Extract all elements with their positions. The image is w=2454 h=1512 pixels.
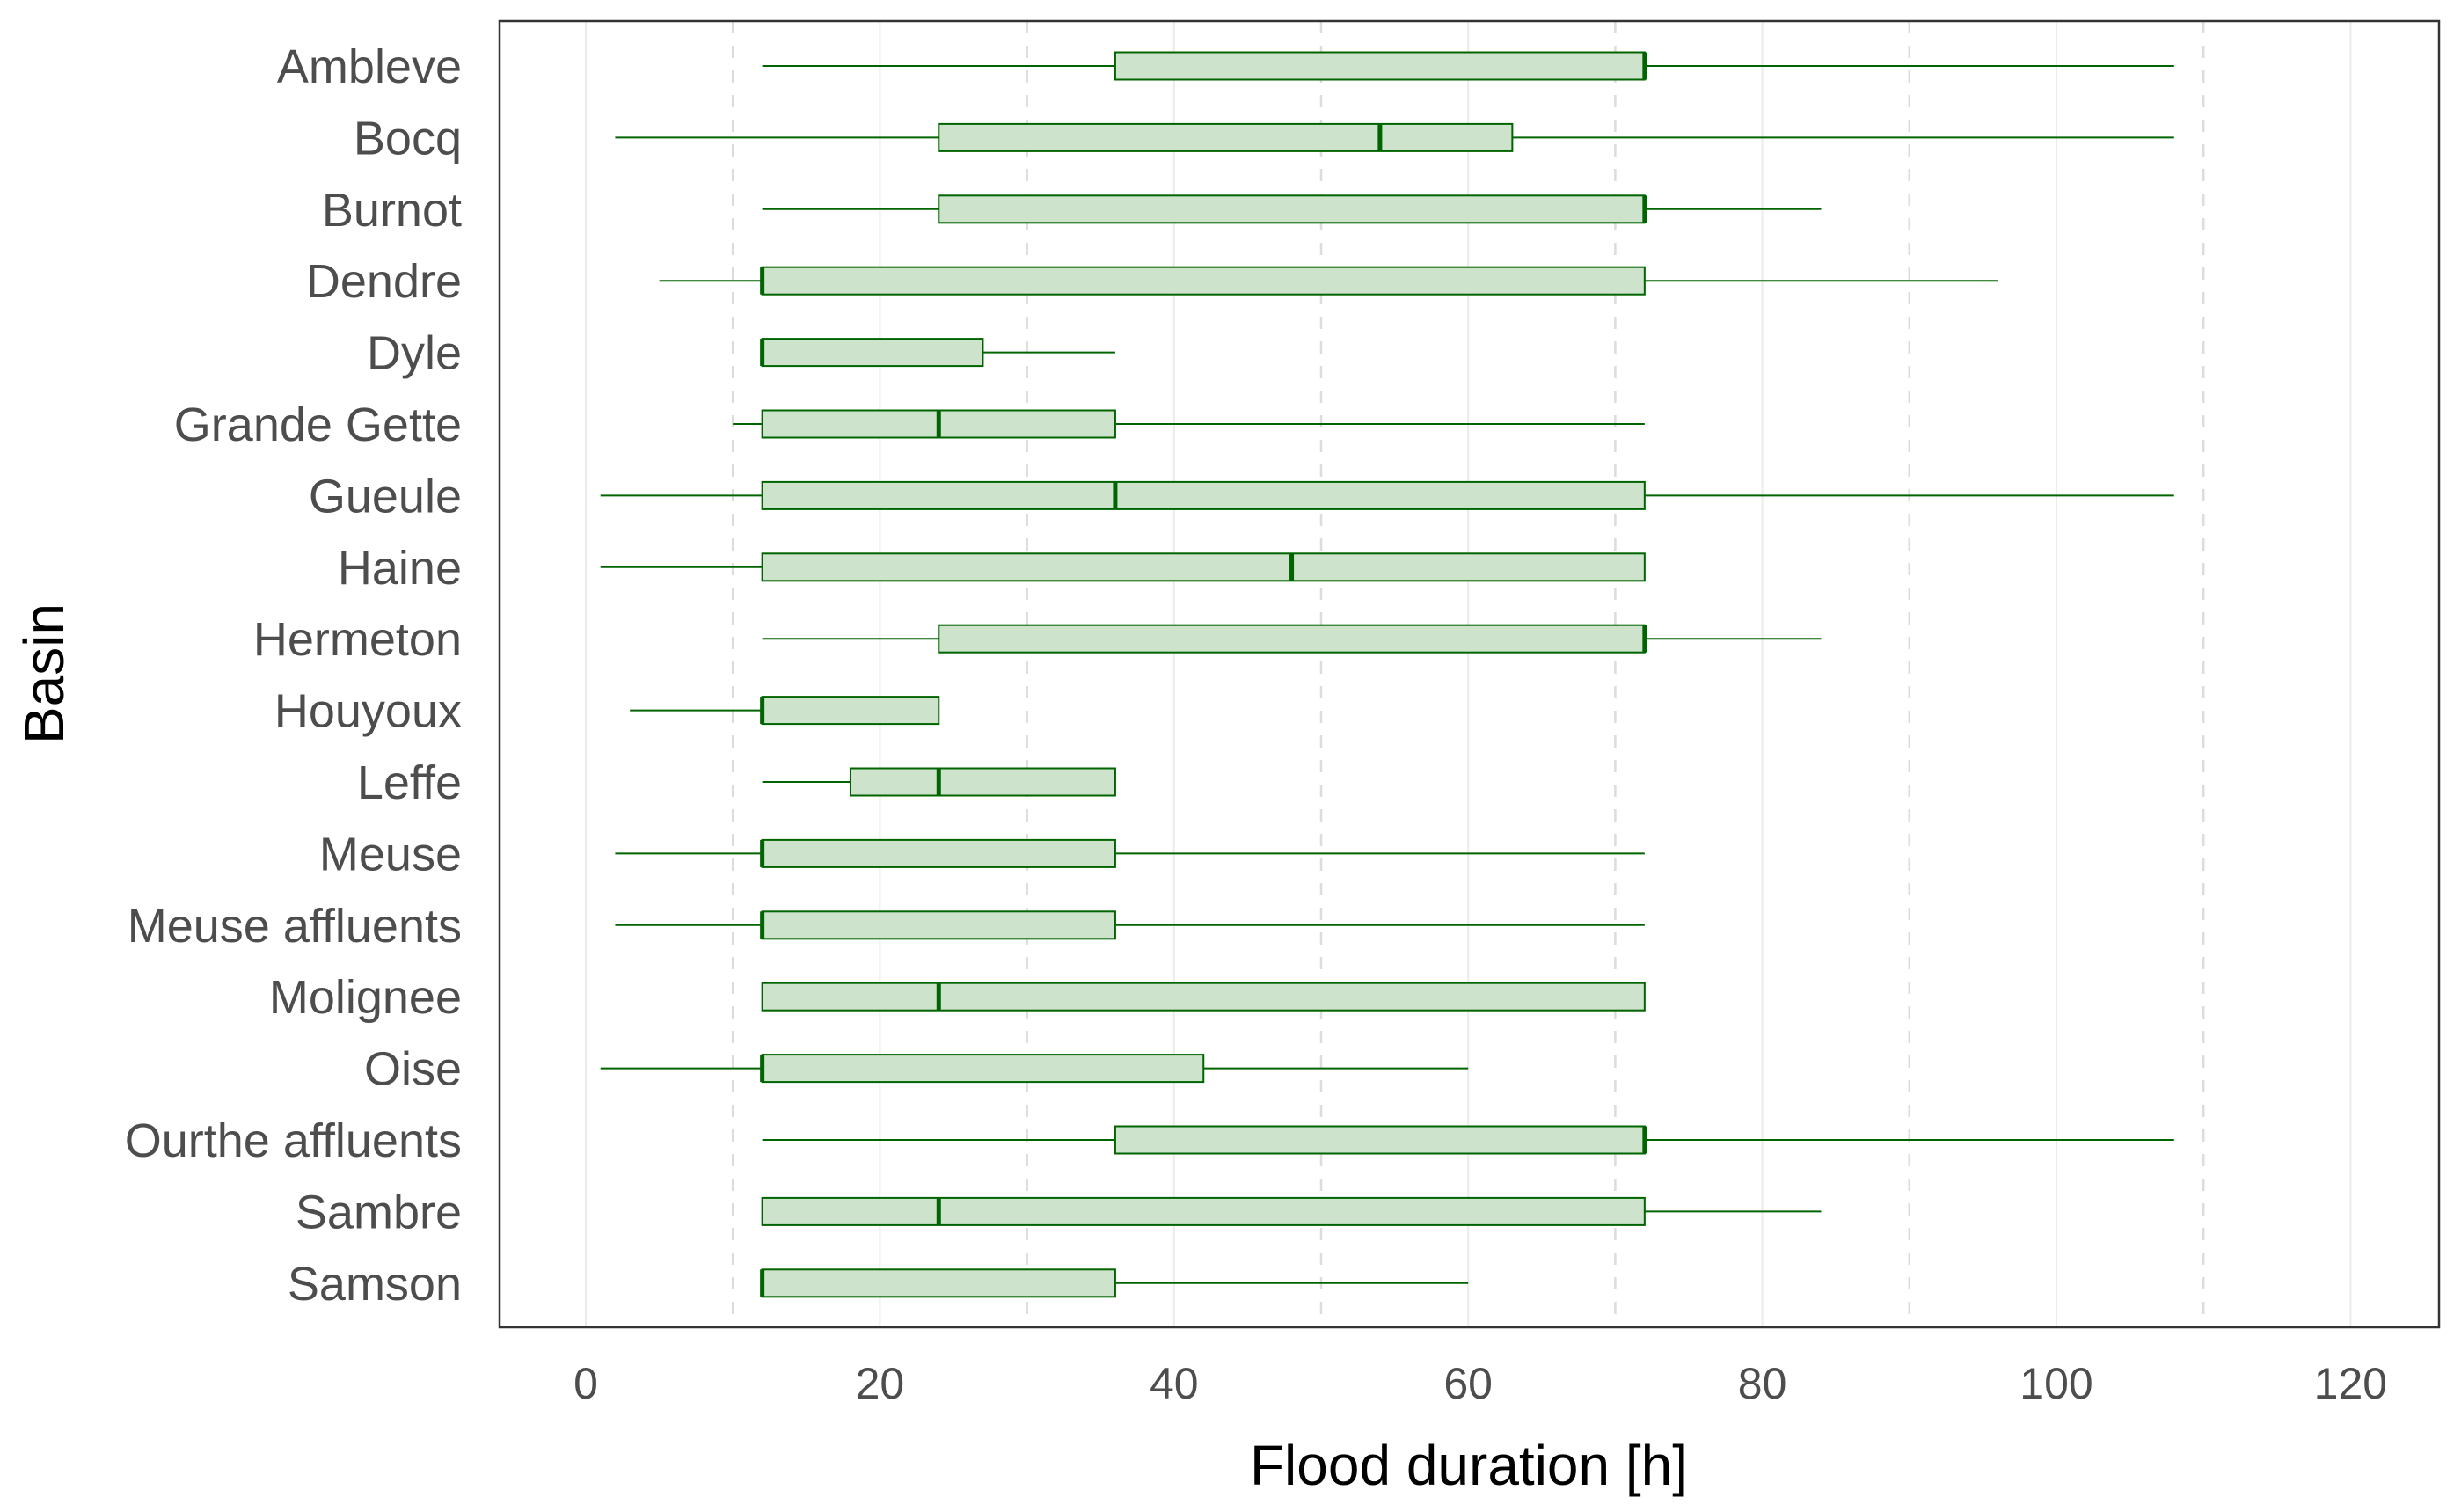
iqr-box (761, 552, 1646, 582)
x-tick-label: 20 (856, 1359, 905, 1408)
box-dendre (659, 266, 1998, 296)
y-tick-label: Samson (288, 1258, 462, 1311)
iqr-box (761, 338, 984, 368)
box-grande-gette (733, 409, 1645, 439)
y-tick-label: Hermeton (253, 613, 462, 666)
iqr-box (1114, 51, 1646, 81)
box-sambre (761, 1196, 1822, 1226)
y-tick-label: Sambre (296, 1186, 462, 1238)
x-tick-label: 60 (1443, 1359, 1493, 1408)
plot-panel-border (498, 19, 2441, 1329)
iqr-box (1114, 1125, 1646, 1155)
y-tick-label: Ourthe affluents (125, 1114, 462, 1167)
box-oise (600, 1054, 1469, 1084)
iqr-box (761, 982, 1646, 1012)
box-haine (600, 552, 1646, 582)
y-tick-label: Burnot (322, 184, 462, 237)
iqr-box (938, 122, 1514, 152)
box-burnot (762, 194, 1822, 224)
y-axis-title: Basin (12, 603, 76, 744)
y-tick-label: Meuse (319, 828, 462, 880)
y-tick-label: Molignee (269, 971, 462, 1024)
iqr-box (761, 480, 1646, 510)
box-dyle (760, 338, 1115, 368)
x-tick-label: 120 (2314, 1359, 2387, 1408)
x-tick-label: 100 (2019, 1359, 2092, 1408)
box-leffe (762, 767, 1116, 797)
box-houyoux (630, 696, 940, 726)
box-meuse-affluents (615, 910, 1645, 940)
box-layer (600, 51, 2174, 1298)
iqr-box (938, 624, 1646, 654)
box-bocq (615, 122, 2174, 152)
box-ambleve (762, 51, 2174, 81)
iqr-box (761, 696, 940, 726)
y-tick-label: Haine (338, 542, 462, 595)
box-ourthe-affluents (762, 1125, 2174, 1155)
iqr-box (761, 838, 1116, 868)
iqr-box (761, 1054, 1205, 1084)
y-tick-label: Bocq (354, 112, 462, 164)
iqr-box (761, 1268, 1116, 1298)
iqr-box (849, 767, 1116, 797)
y-tick-labels: Ambleve Bocq Burnot Dendre Dyle Grande Gette G… (125, 40, 462, 1311)
y-tick-label: Grande Gette (174, 398, 462, 451)
iqr-box (761, 910, 1116, 940)
y-tick-label: Dyle (367, 327, 462, 380)
x-tick-label: 80 (1738, 1359, 1787, 1408)
y-tick-label: Dendre (306, 255, 462, 308)
x-tick-labels: 0 20 40 60 80 100 120 (573, 1359, 2387, 1408)
x-axis-title: Flood duration [h] (1250, 1434, 1688, 1497)
box-samson (760, 1268, 1469, 1298)
grid-layer (585, 21, 2352, 1327)
y-tick-label: Leffe (357, 756, 462, 809)
y-tick-label: Meuse affluents (128, 900, 462, 953)
box-meuse (615, 838, 1645, 868)
x-tick-label: 40 (1150, 1359, 1199, 1408)
box-hermeton (762, 624, 1822, 654)
iqr-box (761, 1196, 1646, 1226)
y-tick-label: Ambleve (277, 40, 462, 93)
box-gueule (600, 480, 2174, 510)
y-tick-label: Gueule (309, 470, 462, 522)
box-molignee (761, 982, 1646, 1012)
iqr-box (761, 266, 1646, 296)
iqr-box (938, 194, 1646, 224)
y-tick-label: Houyoux (274, 685, 462, 738)
x-tick-label: 0 (573, 1359, 598, 1408)
y-tick-label: Oise (364, 1043, 462, 1096)
